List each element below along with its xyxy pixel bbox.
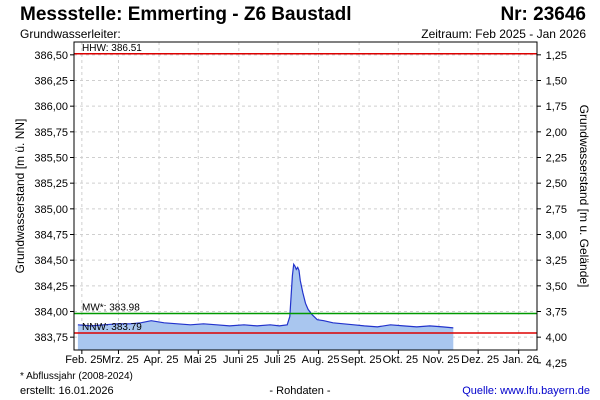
y-tick-label: 386,25	[34, 76, 68, 88]
footnote: * Abflussjahr (2008-2024)	[20, 371, 133, 382]
y2-tick-label: 4,25	[546, 358, 567, 370]
y-axis-label-right: Grundwasserstand [m u. Gelände]	[577, 105, 591, 288]
source-link[interactable]: Quelle: www.lfu.bayern.de	[462, 385, 590, 397]
y-axis-left: 383,75 384,00 384,25 384,50 384,75 385,00 385,…	[34, 50, 74, 344]
station-number: Nr: 23646	[500, 4, 586, 25]
reference-lines: HHW: 386.51 MW*: 383.98 NNW: 383.79	[74, 43, 537, 334]
y2-tick-label: 2,50	[546, 178, 567, 190]
x-tick-label: Juni 25	[223, 354, 258, 366]
y2-tick-label: 3,75	[546, 307, 567, 319]
y2-tick-label: 1,75	[546, 101, 567, 113]
y-tick-label: 386,00	[34, 101, 68, 113]
y-tick-label: 386,50	[34, 50, 68, 62]
y2-tick-label: 3,25	[546, 255, 567, 267]
y-tick-label: 385,50	[34, 153, 68, 165]
x-tick-label: Dez. 25	[461, 354, 499, 366]
y-tick-label: 384,50	[34, 255, 68, 267]
x-axis: Feb. 25 Mrz. 25 Apr. 25 Mai 25 Juni 25 Juli 2…	[65, 350, 539, 366]
created-date: erstellt: 16.01.2026	[20, 385, 114, 397]
y2-tick-label: 3,50	[546, 281, 567, 293]
y2-tick-label: 1,50	[546, 76, 567, 88]
groundwater-area	[77, 264, 454, 350]
y2-tick-label: 1,25	[546, 50, 567, 62]
groundwater-line	[77, 262, 454, 329]
y2-tick-label: 2,75	[546, 204, 567, 216]
period-label: Zeitraum: Feb 2025 - Jan 2026	[421, 27, 586, 41]
y-axis-label: Grundwasserstand [m ü. NN]	[13, 119, 27, 274]
y2-tick-label: 2,25	[546, 153, 567, 165]
y-tick-label: 385,00	[34, 204, 68, 216]
x-tick-label: Aug. 25	[302, 354, 340, 366]
hhw-label: HHW: 386.51	[82, 43, 142, 54]
mw-label: MW*: 383.98	[82, 303, 140, 314]
y-tick-label: 383,75	[34, 332, 68, 344]
y-tick-label: 385,25	[34, 178, 68, 190]
x-tick-label: Jan. 26	[503, 354, 539, 366]
y-tick-label: 384,00	[34, 307, 68, 319]
page-title: Messstelle: Emmerting - Z6 Baustadl	[20, 4, 352, 25]
x-tick-label: Okt. 25	[383, 354, 418, 366]
x-tick-label: Sept. 25	[341, 354, 382, 366]
x-tick-label: Mai 25	[184, 354, 217, 366]
x-tick-label: Feb. 25	[65, 354, 102, 366]
y2-tick-label: 2,00	[546, 127, 567, 139]
y-axis-right: 1,25 1,50 1,75 2,00 2,25 2,50 2,75 3,00 3,25 3,50…	[537, 50, 567, 370]
plot-frame	[73, 41, 538, 351]
x-tick-label: Nov. 25	[422, 354, 459, 366]
nnw-label: NNW: 383.79	[82, 322, 142, 333]
aquifer-label: Grundwasserleiter:	[20, 27, 121, 41]
x-tick-label: Apr. 25	[144, 354, 179, 366]
x-tick-label: Juli 25	[264, 354, 296, 366]
y-tick-label: 384,75	[34, 230, 68, 242]
x-tick-label: Mrz. 25	[102, 354, 139, 366]
chart-grid	[74, 42, 537, 350]
y2-tick-label: 4,00	[546, 332, 567, 344]
raw-data-note: - Rohdaten -	[269, 385, 331, 397]
y-tick-label: 384,25	[34, 281, 68, 293]
y-tick-label: 385,75	[34, 127, 68, 139]
y2-tick-label: 3,00	[546, 230, 567, 242]
